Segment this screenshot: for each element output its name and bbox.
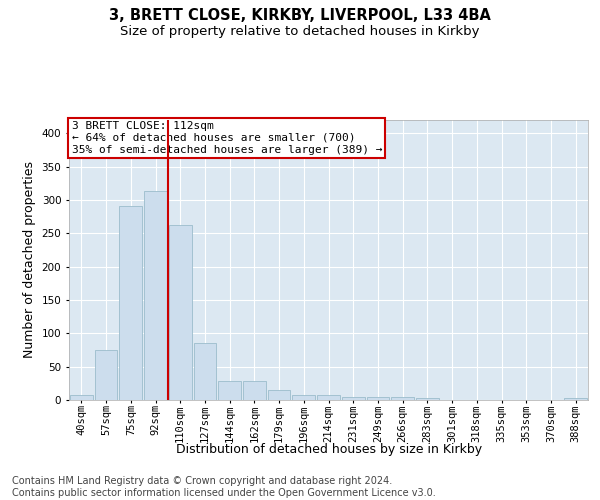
Text: Contains HM Land Registry data © Crown copyright and database right 2024.
Contai: Contains HM Land Registry data © Crown c… <box>12 476 436 498</box>
Bar <box>367 396 389 400</box>
Bar <box>218 380 241 400</box>
Bar <box>268 390 290 400</box>
Bar <box>95 350 118 400</box>
Bar <box>169 226 191 400</box>
Bar <box>119 206 142 400</box>
Text: 3 BRETT CLOSE: 112sqm
← 64% of detached houses are smaller (700)
35% of semi-det: 3 BRETT CLOSE: 112sqm ← 64% of detached … <box>71 122 382 154</box>
Bar <box>416 398 439 400</box>
Y-axis label: Number of detached properties: Number of detached properties <box>23 162 36 358</box>
Bar <box>292 394 315 400</box>
Bar <box>342 396 365 400</box>
Bar <box>144 192 167 400</box>
Text: 3, BRETT CLOSE, KIRKBY, LIVERPOOL, L33 4BA: 3, BRETT CLOSE, KIRKBY, LIVERPOOL, L33 4… <box>109 8 491 22</box>
Bar <box>317 394 340 400</box>
Bar <box>391 396 414 400</box>
Text: Distribution of detached houses by size in Kirkby: Distribution of detached houses by size … <box>176 442 482 456</box>
Bar <box>243 380 266 400</box>
Bar <box>70 394 93 400</box>
Bar <box>564 398 587 400</box>
Bar <box>194 344 216 400</box>
Text: Size of property relative to detached houses in Kirkby: Size of property relative to detached ho… <box>120 25 480 38</box>
